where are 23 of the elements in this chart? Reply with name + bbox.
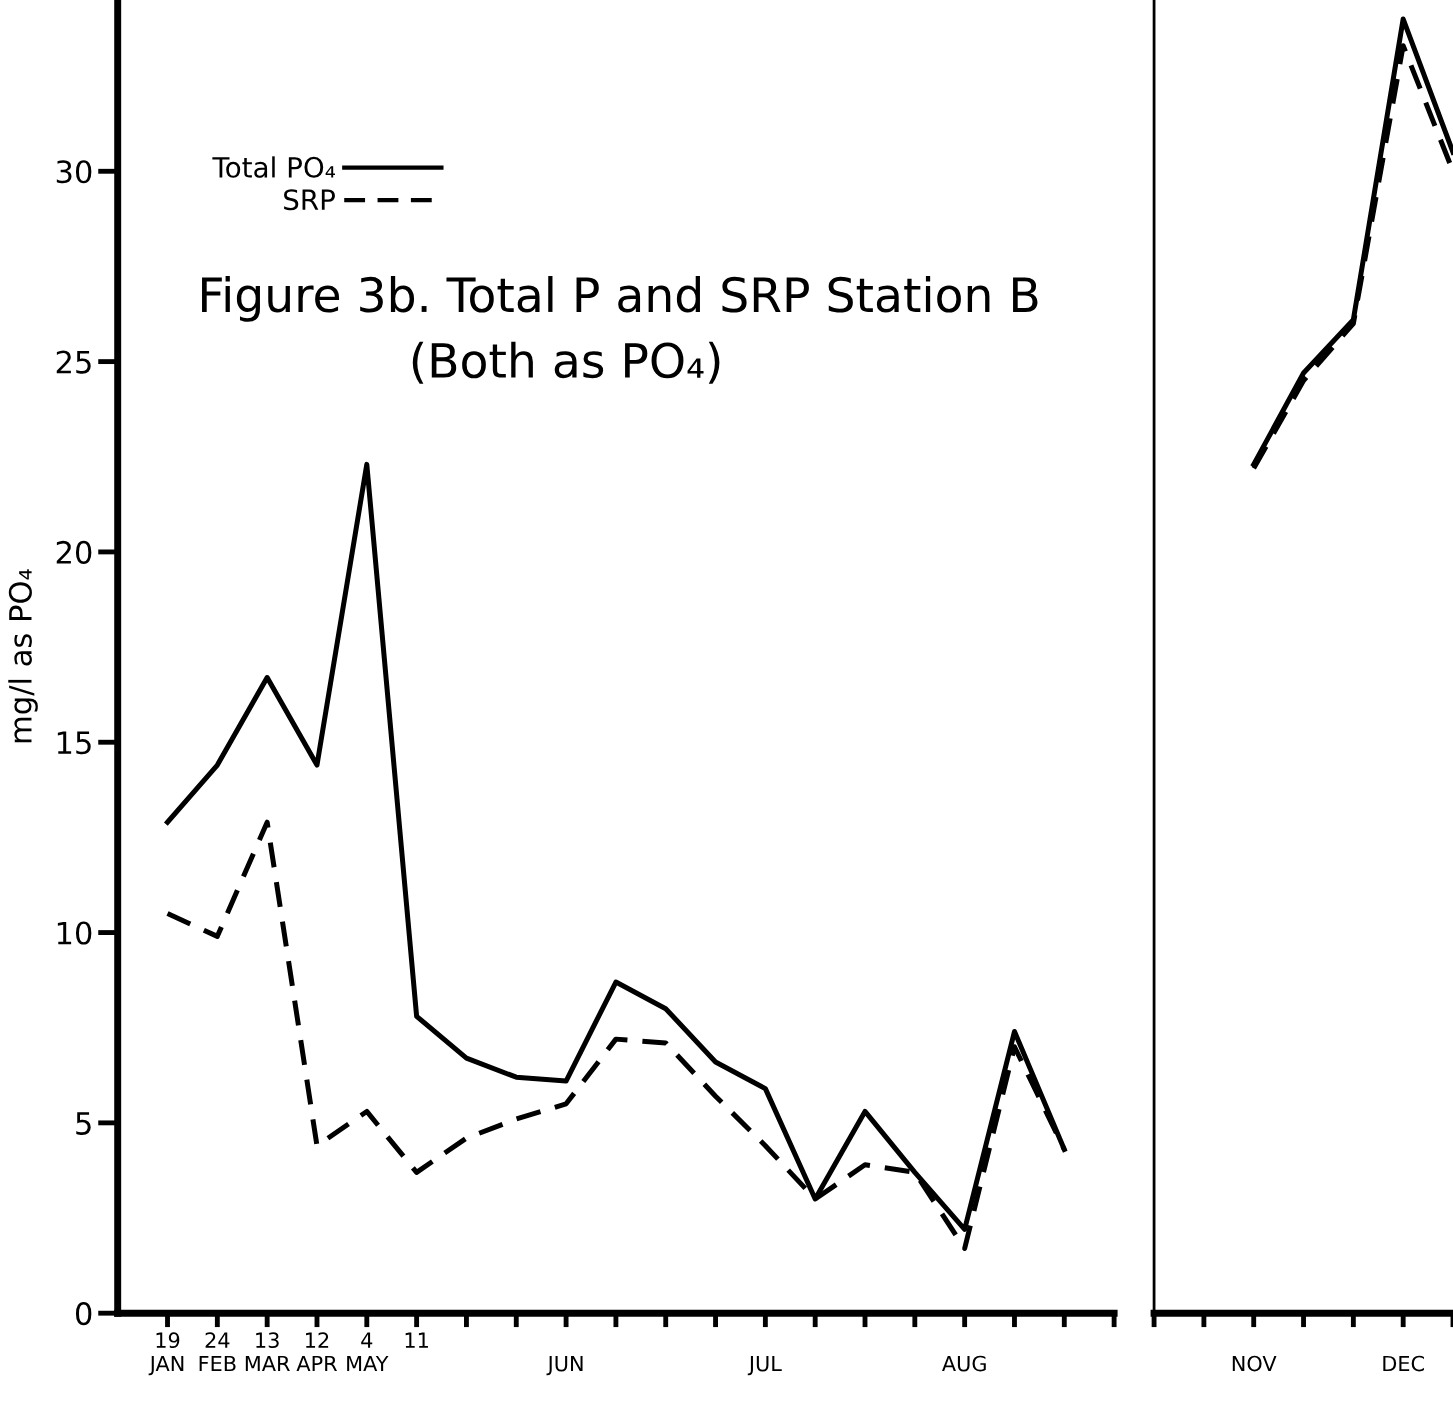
x-tick-label: AUG [941, 1355, 986, 1372]
y-tick-label: 10 [57, 921, 92, 945]
x-tick-label: 4 MAY [347, 1332, 389, 1372]
legend-label: SRP [284, 189, 335, 211]
x-tick-label: NOV [1232, 1355, 1277, 1372]
text: Figure 3b. Total P and SRP Station B [202, 276, 1038, 322]
y-tick-label: 15 [57, 731, 91, 755]
y-axis-title: mg/l as PO₄ [8, 569, 38, 743]
y-tick-label: 5 [76, 1112, 91, 1135]
legend-label: Total PO₄ [212, 156, 336, 178]
x-tick-label: JUL [747, 1355, 782, 1376]
y-tick-label: 20 [56, 540, 92, 564]
y-tick-label: 25 [56, 350, 91, 374]
x-tick-label: 24 FEB [199, 1332, 236, 1372]
x-tick-label: 13 MAR [245, 1332, 290, 1372]
x-tick-label: 12 APR [296, 1332, 338, 1372]
x-tick-label: DEC [1383, 1355, 1424, 1372]
text: (Both as PO₄) [412, 341, 720, 384]
x-tick-label: JUN [546, 1355, 583, 1376]
x-tick-label: 11 [405, 1332, 428, 1348]
y-tick-label: 30 [56, 160, 92, 184]
y-tick-label: 0 [75, 1302, 92, 1326]
x-tick-label: 19 JAN [148, 1332, 184, 1376]
